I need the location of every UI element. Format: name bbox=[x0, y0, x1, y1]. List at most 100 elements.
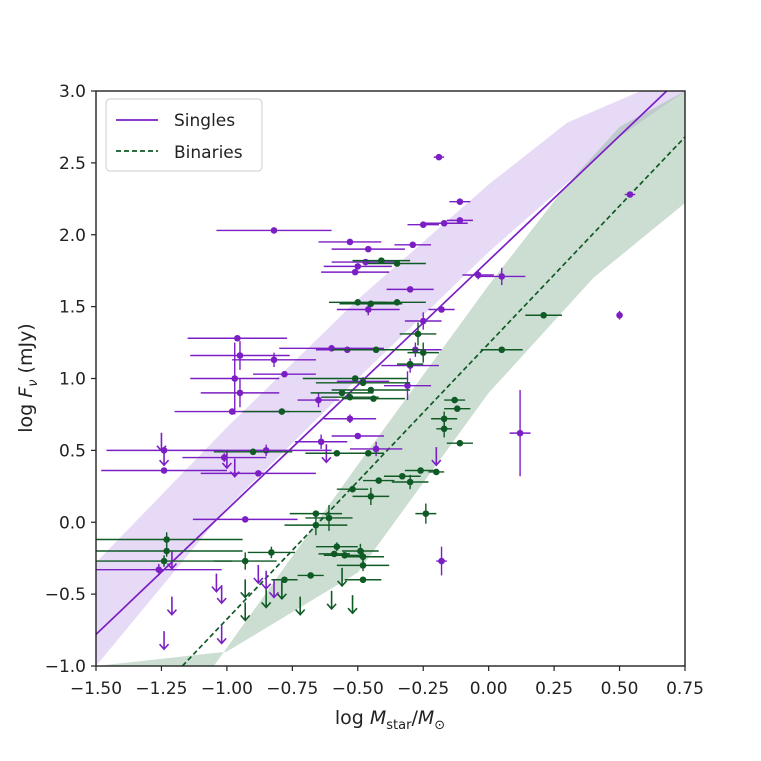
binaries-data-point bbox=[391, 474, 429, 490]
binaries-data-point bbox=[368, 260, 426, 267]
singles-marker bbox=[456, 217, 464, 224]
singles-marker bbox=[270, 356, 278, 364]
singles-upper-limit bbox=[166, 550, 178, 570]
singles-marker bbox=[404, 382, 411, 389]
singles-marker bbox=[438, 557, 445, 565]
binaries-data-point bbox=[444, 396, 466, 404]
singles-data-point bbox=[321, 268, 390, 276]
binaries-marker bbox=[241, 557, 249, 565]
singles-upper-limit-head bbox=[211, 586, 222, 593]
singles-upper-limit-head bbox=[166, 563, 178, 570]
singles-upper-limit-head bbox=[261, 583, 272, 590]
binaries-data-point bbox=[363, 477, 395, 484]
singles-data-point bbox=[294, 434, 348, 449]
binaries-marker bbox=[346, 393, 354, 401]
singles-upper-limit-head bbox=[158, 643, 170, 651]
singles-marker bbox=[440, 219, 448, 227]
binaries-marker bbox=[398, 472, 406, 480]
binaries-marker bbox=[312, 521, 320, 529]
binaries-data-point bbox=[284, 515, 348, 536]
binaries-marker bbox=[498, 346, 506, 354]
binaries-marker bbox=[163, 536, 170, 543]
singles-data-point bbox=[624, 191, 636, 198]
singles-data-point bbox=[404, 312, 442, 330]
singles-upper-limit bbox=[253, 565, 264, 585]
singles-data-point bbox=[509, 390, 531, 477]
singles-marker bbox=[364, 245, 372, 253]
binaries-data-point bbox=[342, 395, 405, 402]
singles-marker bbox=[419, 221, 427, 228]
singles-upper-limit-head bbox=[158, 459, 170, 467]
binaries-data-point bbox=[305, 449, 369, 457]
singles-marker bbox=[315, 396, 322, 404]
singles-marker bbox=[409, 241, 417, 249]
singles-data-point bbox=[386, 286, 434, 293]
singles-marker bbox=[354, 432, 362, 440]
data-points bbox=[96, 153, 636, 651]
binaries-data-point bbox=[431, 411, 458, 426]
binaries-data-point bbox=[315, 542, 358, 551]
singles-upper-limit-head bbox=[253, 577, 264, 585]
singles-data-point bbox=[190, 342, 280, 415]
singles-data-point bbox=[200, 378, 280, 408]
singles-data-point bbox=[192, 516, 298, 523]
singles-upper-limit-head bbox=[431, 459, 442, 467]
singles-data-point bbox=[420, 219, 468, 227]
binaries-data-point bbox=[428, 468, 445, 476]
binaries-marker bbox=[281, 576, 288, 584]
binaries-marker bbox=[312, 510, 320, 517]
legend-singles-label: Singles bbox=[174, 111, 235, 131]
binaries-data-point bbox=[407, 342, 439, 363]
singles-marker bbox=[228, 408, 236, 415]
singles-data-point bbox=[383, 371, 432, 401]
binaries-marker bbox=[378, 257, 385, 264]
singles-marker bbox=[362, 258, 369, 266]
binaries-marker bbox=[357, 547, 364, 555]
binaries-marker bbox=[406, 478, 414, 486]
binaries-data-point bbox=[315, 379, 411, 387]
singles-data-point bbox=[394, 241, 432, 249]
singles-upper-limit bbox=[158, 631, 170, 651]
singles-data-point bbox=[449, 198, 471, 205]
singles-upper-limit bbox=[166, 596, 178, 616]
binaries-marker bbox=[440, 415, 448, 423]
legend: Singles Binaries bbox=[105, 98, 263, 172]
singles-marker bbox=[351, 268, 359, 276]
binaries-data-point bbox=[302, 375, 408, 382]
binaries-data-point bbox=[525, 311, 562, 319]
x-tick-label: −1.00 bbox=[201, 679, 253, 699]
singles-marker bbox=[438, 306, 445, 313]
singles-data-point bbox=[436, 546, 447, 576]
singles-data-point bbox=[187, 334, 288, 342]
binaries-marker bbox=[349, 485, 356, 493]
binaries-marker bbox=[278, 408, 286, 415]
binaries-marker bbox=[367, 386, 375, 394]
binaries-data-point bbox=[436, 420, 453, 438]
binaries-marker bbox=[393, 260, 401, 267]
singles-data-point bbox=[616, 310, 623, 320]
x-tick-label: 0.00 bbox=[470, 679, 508, 699]
binaries-marker bbox=[372, 346, 380, 354]
x-tick-label: −1.25 bbox=[135, 679, 187, 699]
singles-upper-limit-head bbox=[229, 471, 240, 478]
singles-data-point bbox=[446, 217, 473, 224]
singles-marker bbox=[435, 153, 443, 161]
binaries-upper-limit bbox=[295, 596, 306, 616]
singles-marker bbox=[234, 334, 241, 342]
singles-marker bbox=[160, 467, 168, 474]
singles-data-point bbox=[331, 245, 405, 253]
y-tick-label: 0.5 bbox=[59, 441, 86, 461]
binaries-marker bbox=[367, 493, 375, 500]
binaries-marker bbox=[359, 553, 367, 561]
binaries-marker bbox=[249, 448, 257, 456]
y-tick-label: −1.0 bbox=[45, 657, 86, 677]
y-tick-label: 2.0 bbox=[59, 226, 86, 246]
singles-marker bbox=[516, 429, 524, 437]
binaries-data-point bbox=[96, 555, 233, 567]
binaries-marker bbox=[419, 349, 427, 356]
binaries-marker bbox=[330, 550, 338, 558]
singles-marker bbox=[155, 566, 163, 573]
singles-marker bbox=[317, 438, 325, 446]
binaries-marker bbox=[359, 576, 367, 584]
binaries-marker bbox=[325, 514, 333, 522]
